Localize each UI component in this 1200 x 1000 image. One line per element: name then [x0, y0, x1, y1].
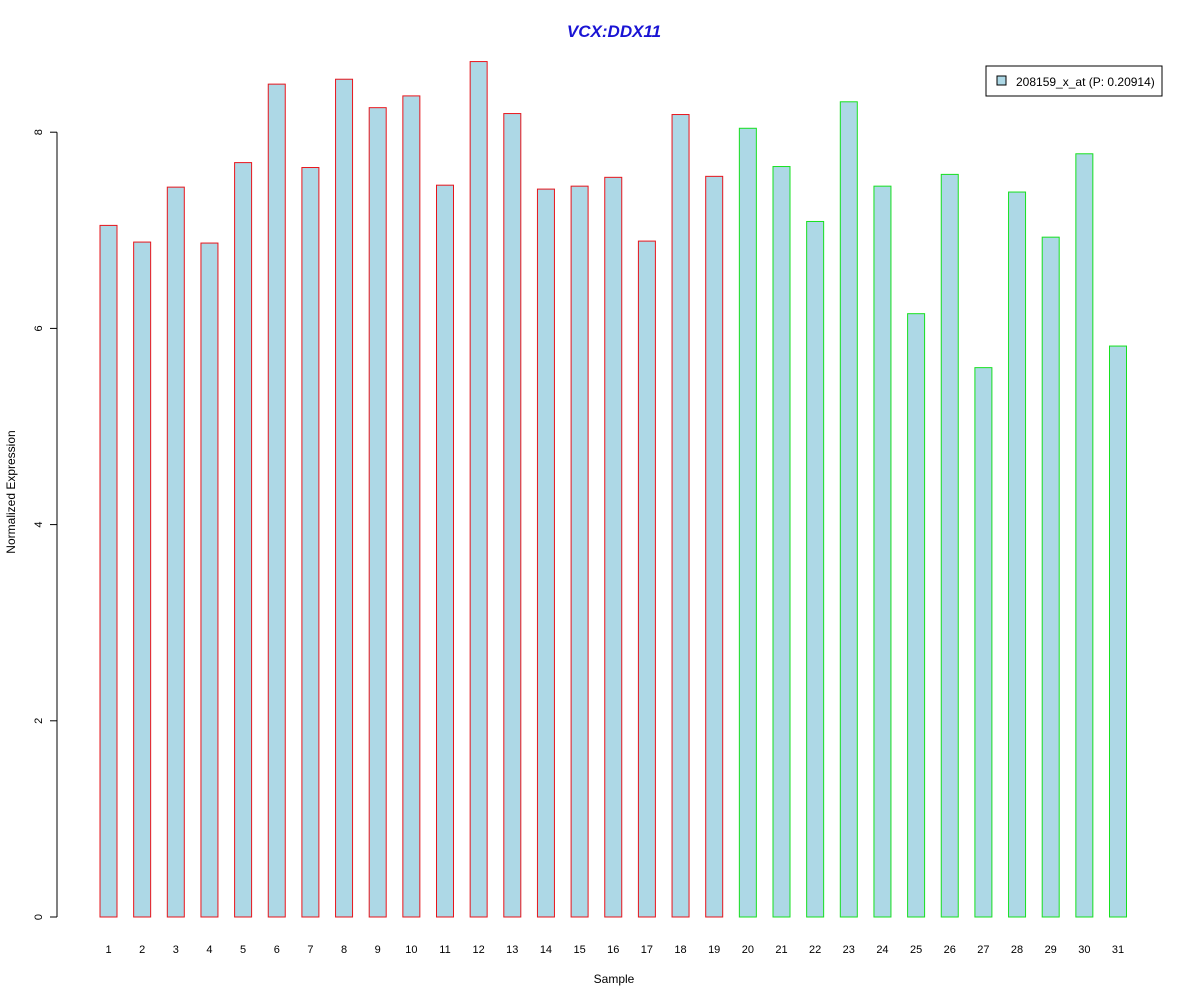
- bar-sample-27: [974, 367, 993, 918]
- y-tick-label: 4: [33, 522, 45, 528]
- bar-sample-23: [839, 101, 858, 918]
- bar-sample-26: [940, 173, 959, 918]
- x-tick-label: 9: [375, 944, 381, 956]
- bar-sample-12: [469, 61, 488, 918]
- x-tick-label: 21: [775, 944, 787, 956]
- x-tick-label: 27: [977, 944, 989, 956]
- legend-label: 208159_x_at (P: 0.20914): [1016, 75, 1155, 89]
- x-axis-label: Sample: [594, 972, 635, 986]
- bar-sample-14: [536, 188, 555, 918]
- bar-sample-3: [166, 186, 185, 918]
- bar-sample-1: [99, 224, 118, 918]
- x-tick-label: 11: [439, 944, 450, 956]
- x-tick-label: 13: [506, 944, 518, 956]
- bar-sample-13: [503, 113, 522, 918]
- legend-swatch: [996, 75, 1007, 86]
- x-tick-label: 3: [173, 944, 179, 956]
- bar-sample-6: [267, 83, 286, 918]
- y-axis: 0 2 4 6 8: [33, 129, 58, 920]
- x-tick-label: 14: [540, 944, 552, 956]
- legend-box: [985, 65, 1163, 97]
- x-tick-label: 20: [742, 944, 754, 956]
- x-tick-label: 25: [910, 944, 922, 956]
- bar-sample-20: [738, 127, 757, 918]
- x-tick-label: 24: [876, 944, 888, 956]
- bar-sample-8: [335, 78, 354, 918]
- x-tick-label: 19: [708, 944, 720, 956]
- bar-sample-5: [234, 162, 253, 918]
- bar-sample-24: [873, 185, 892, 918]
- bar-sample-21: [772, 166, 791, 918]
- bar-sample-7: [301, 167, 320, 918]
- y-tick-label: 2: [33, 718, 45, 724]
- x-tick-label: 23: [843, 944, 855, 956]
- x-tick-label: 22: [809, 944, 821, 956]
- x-tick-label: 31: [1112, 944, 1124, 956]
- bar-sample-2: [133, 241, 152, 918]
- x-tick-label: 17: [641, 944, 653, 956]
- x-tick-label: 16: [607, 944, 619, 956]
- chart-title: VCX:DDX11: [567, 22, 661, 41]
- x-tick-label: 10: [405, 944, 417, 956]
- bar-sample-25: [907, 313, 926, 918]
- y-tick-label: 8: [33, 129, 45, 135]
- y-tick-label: 0: [33, 914, 45, 920]
- x-tick-label: 12: [473, 944, 485, 956]
- x-tick-label: 29: [1045, 944, 1057, 956]
- x-tick-label: 7: [307, 944, 313, 956]
- x-tick-label: 4: [206, 944, 212, 956]
- bar-sample-15: [570, 185, 589, 918]
- bar-sample-18: [671, 114, 690, 918]
- bars: [99, 61, 1127, 918]
- bar-sample-28: [1008, 191, 1027, 918]
- x-tick-label: 28: [1011, 944, 1023, 956]
- x-tick-label: 15: [573, 944, 585, 956]
- x-tick-label: 8: [341, 944, 347, 956]
- x-tick-labels: 1 2 3 4 5 6 7 8 9 10 11 12 13 14 15 16 17 18 19 20 21 22 23 24 2…: [105, 944, 1124, 956]
- bar-sample-10: [402, 95, 421, 918]
- x-tick-label: 26: [944, 944, 956, 956]
- y-axis-label: Normalized Expression: [4, 430, 18, 553]
- x-tick-label: 2: [139, 944, 145, 956]
- bar-sample-22: [806, 220, 825, 918]
- x-tick-label: 30: [1078, 944, 1090, 956]
- legend: 208159_x_at (P: 0.20914): [985, 65, 1163, 97]
- x-tick-label: 5: [240, 944, 246, 956]
- bar-sample-11: [436, 184, 454, 918]
- bar-sample-9: [368, 107, 387, 918]
- bar-sample-17: [637, 240, 656, 918]
- bar-sample-29: [1041, 236, 1060, 918]
- bar-sample-4: [200, 242, 219, 918]
- bar-sample-30: [1075, 153, 1094, 918]
- y-tick-label: 6: [33, 325, 45, 331]
- bar-sample-19: [705, 175, 724, 918]
- x-tick-label: 6: [274, 944, 280, 956]
- x-tick-label: 1: [105, 944, 111, 956]
- bar-sample-16: [604, 176, 623, 918]
- bar-sample-31: [1109, 345, 1127, 918]
- x-tick-label: 18: [674, 944, 686, 956]
